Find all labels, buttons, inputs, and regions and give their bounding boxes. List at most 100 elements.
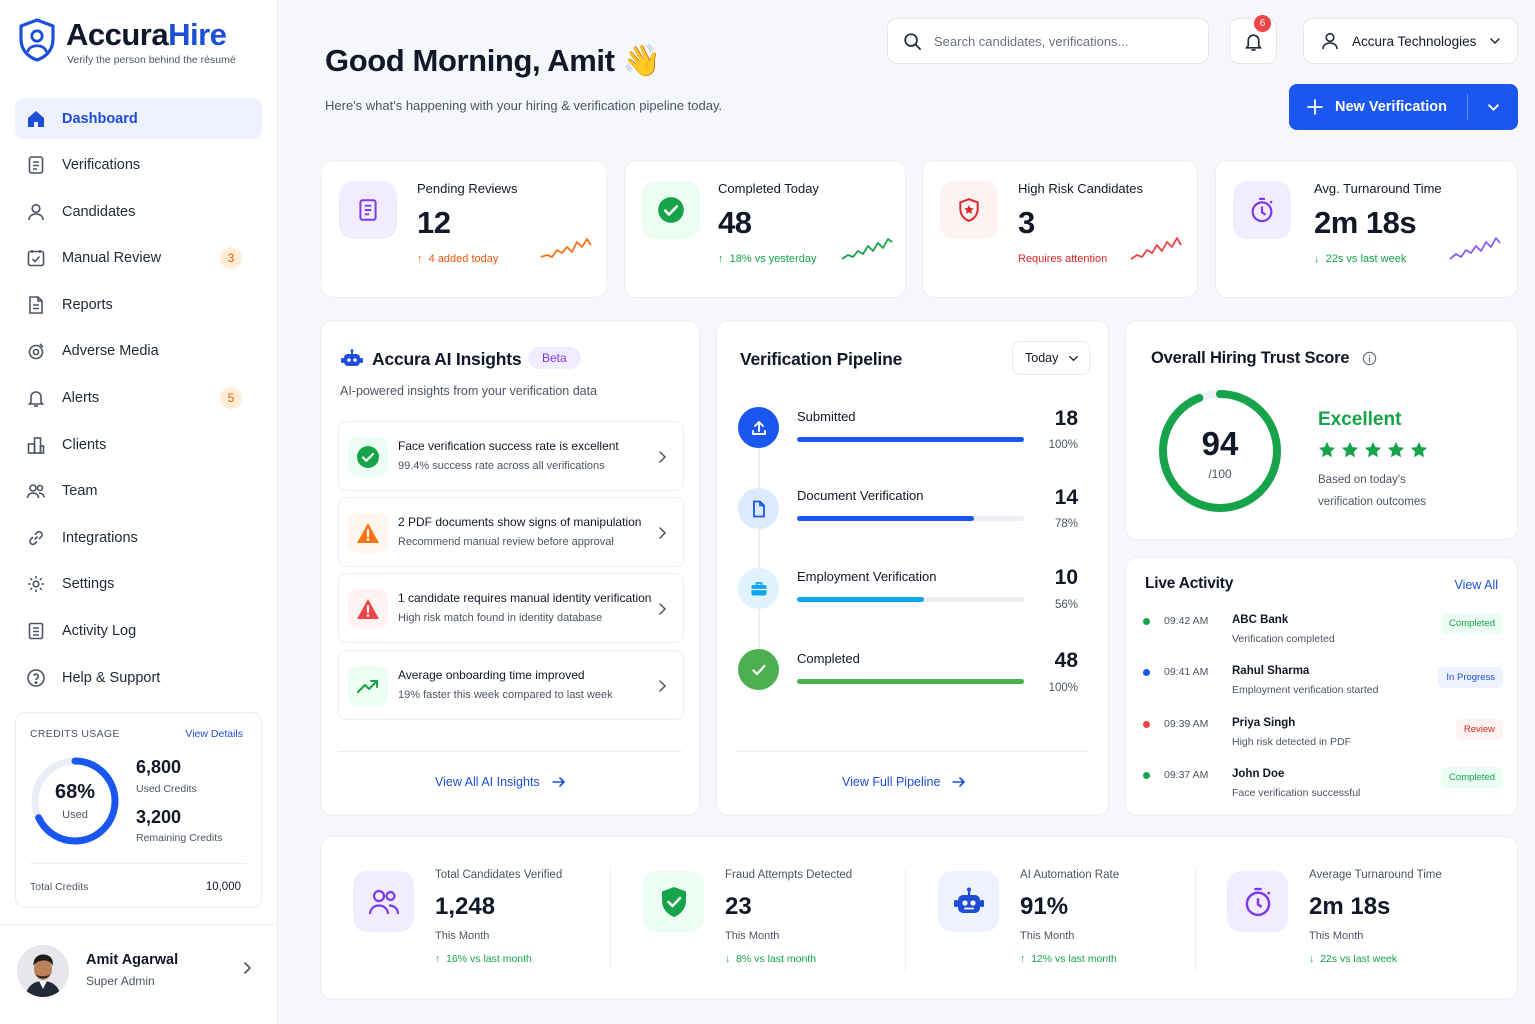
credits-ring: [31, 757, 119, 845]
total-credits-label: Total Credits: [30, 881, 89, 893]
pipeline-step-value: 18: [1054, 407, 1078, 430]
info-icon[interactable]: [1362, 351, 1377, 366]
sidebar-item-manual-review[interactable]: Manual Review 3: [15, 238, 262, 279]
gear-icon: [25, 573, 47, 595]
kpi-value: 1,248: [435, 893, 496, 920]
activity-subject: Priya Singh: [1232, 717, 1296, 729]
stat-card-avg-turnaround[interactable]: Avg. Turnaround Time 2m 18s ↓ 22s vs las…: [1215, 160, 1518, 298]
sidebar-item-clients[interactable]: Clients: [15, 424, 262, 465]
stopwatch-icon: [1233, 181, 1291, 239]
sidebar-item-verifications[interactable]: Verifications: [15, 145, 262, 186]
sidebar-item-label: Alerts: [62, 390, 100, 407]
chevron-right-icon: [659, 527, 667, 539]
chevron-right-icon: [244, 962, 251, 974]
activity-item[interactable]: 09:37 AM John Doe Face verification succ…: [1143, 767, 1503, 815]
new-verification-button[interactable]: New Verification: [1289, 84, 1467, 130]
insight-title: Average onboarding time improved: [398, 668, 585, 682]
period-select[interactable]: Today: [1012, 341, 1090, 375]
view-details-link[interactable]: View Details: [185, 728, 243, 740]
chevron-down-icon: [1490, 38, 1500, 45]
trust-score-value: 94: [1201, 425, 1239, 462]
trust-score-max: /100: [1208, 467, 1232, 481]
stat-card-pending-reviews[interactable]: Pending Reviews 12 ↑ 4 added today: [321, 160, 607, 298]
notification-badge: 6: [1254, 15, 1271, 32]
insight-item[interactable]: Face verification success rate is excell…: [338, 421, 684, 491]
kpi-total-candidates[interactable]: Total Candidates Verified 1,248 This Mon…: [321, 837, 611, 1001]
sparkline: [540, 238, 592, 258]
panel-subtitle: AI-powered insights from your verificati…: [340, 384, 598, 398]
stat-card-completed-today[interactable]: Completed Today 48 ↑ 18% vs yesterday: [624, 160, 906, 298]
activity-subject: Rahul Sharma: [1232, 665, 1310, 677]
kpi-automation-rate[interactable]: AI Automation Rate 91% This Month ↑ 12% …: [906, 837, 1196, 1001]
divider: [736, 751, 1089, 752]
pipeline-step-name: Completed: [797, 651, 860, 666]
user-icon: [1322, 32, 1338, 50]
insight-description: High risk match found in identity databa…: [398, 612, 603, 624]
stat-title: Completed Today: [718, 181, 819, 196]
logo[interactable]: AccuraHire Verify the person behind the …: [18, 18, 236, 66]
sidebar-item-adverse-media[interactable]: Adverse Media: [15, 331, 262, 372]
pipeline-connector: [758, 419, 760, 671]
stat-card-high-risk[interactable]: High Risk Candidates 3 Requires attentio…: [922, 160, 1198, 298]
user-icon: [25, 201, 47, 223]
view-all-activity-link[interactable]: View All: [1454, 578, 1498, 592]
view-full-pipeline-link[interactable]: View Full Pipeline: [842, 775, 966, 789]
trust-score-ring: [1159, 390, 1281, 512]
shield-user-icon: [19, 18, 55, 62]
sidebar-item-label: Integrations: [62, 529, 138, 546]
activity-item[interactable]: 09:41 AM Rahul Sharma Employment verific…: [1143, 664, 1503, 712]
credits-title: CREDITS USAGE: [30, 728, 120, 740]
trust-score-panel: Overall Hiring Trust Score 94 /100 Excel…: [1125, 320, 1518, 540]
sidebar-item-integrations[interactable]: Integrations: [15, 517, 262, 558]
chevron-down-icon: [1487, 103, 1499, 111]
star-icon: [1387, 441, 1405, 458]
divider: [338, 751, 682, 752]
divider: [1195, 867, 1196, 971]
notifications-button[interactable]: 6: [1229, 15, 1277, 64]
user-profile[interactable]: Amit Agarwal Super Admin: [0, 924, 278, 1024]
stat-delta: Requires attention: [1018, 253, 1108, 265]
pipeline-bar: [797, 516, 1024, 521]
sidebar-item-candidates[interactable]: Candidates: [15, 191, 262, 232]
chevron-right-icon: [659, 680, 667, 692]
team-icon: [25, 480, 47, 502]
sidebar-item-settings[interactable]: Settings: [15, 564, 262, 605]
stat-title: Pending Reviews: [417, 181, 518, 196]
remaining-credits-value: 3,200: [136, 807, 182, 827]
sidebar-item-alerts[interactable]: Alerts 5: [15, 378, 262, 419]
brand-name: AccuraHire: [66, 17, 227, 52]
organization-switcher[interactable]: Accura Technologies: [1303, 18, 1518, 64]
sidebar-item-activity-log[interactable]: Activity Log: [15, 611, 262, 652]
rating-stars: [1318, 441, 1433, 459]
view-all-insights-link[interactable]: View All AI Insights: [435, 775, 566, 789]
stat-value: 2m 18s: [1314, 205, 1417, 240]
ai-insights-panel: Accura AI Insights Beta AI-powered insig…: [320, 320, 700, 816]
insight-item[interactable]: Average onboarding time improved 19% fas…: [338, 650, 684, 720]
sidebar-item-dashboard[interactable]: Dashboard: [15, 98, 262, 139]
sidebar-item-team[interactable]: Team: [15, 471, 262, 512]
search-input[interactable]: [934, 33, 1184, 49]
insight-item[interactable]: 2 PDF documents show signs of manipulati…: [338, 497, 684, 567]
kpi-fraud-attempts[interactable]: Fraud Attempts Detected 23 This Month ↓ …: [611, 837, 906, 1001]
kpi-average-turnaround[interactable]: Average Turnaround Time 2m 18s This Mont…: [1195, 837, 1519, 1001]
insight-item[interactable]: 1 candidate requires manual identity ver…: [338, 573, 684, 643]
activity-subject: John Doe: [1232, 768, 1285, 780]
insight-title: 2 PDF documents show signs of manipulati…: [398, 515, 642, 529]
sidebar-item-reports[interactable]: Reports: [15, 284, 262, 325]
panel-title: Live Activity: [1145, 575, 1234, 592]
kpi-delta: ↓ 22s vs last week: [1309, 953, 1398, 965]
activity-item[interactable]: 09:42 AM ABC Bank Verification completed…: [1143, 613, 1503, 661]
sidebar-item-help[interactable]: Help & Support: [15, 657, 262, 698]
status-dot: [1143, 721, 1150, 728]
pipeline-step-value: 48: [1054, 649, 1078, 672]
user-role: Super Admin: [86, 974, 155, 988]
clipboard-icon: [339, 181, 397, 239]
report-icon: [25, 294, 47, 316]
plus-icon: [1307, 99, 1323, 115]
new-verification-dropdown[interactable]: [1468, 84, 1518, 130]
activity-item[interactable]: 09:39 AM Priya Singh High risk detected …: [1143, 716, 1503, 764]
wave-emoji: 👋: [622, 43, 662, 78]
insight-description: Recommend manual review before approval: [398, 536, 614, 548]
sidebar-item-label: Settings: [62, 576, 115, 593]
stat-title: High Risk Candidates: [1018, 181, 1144, 196]
